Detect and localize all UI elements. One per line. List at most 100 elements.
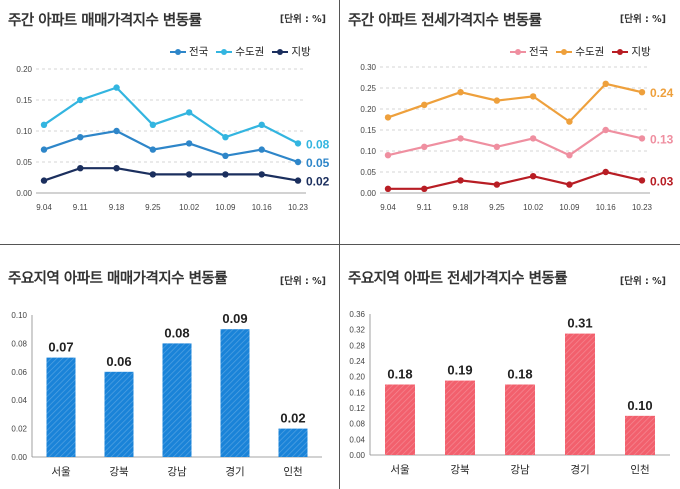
x-category-label: 강북: [109, 466, 129, 478]
chart-title: 주요지역 아파트 전세가격지수 변동률: [348, 271, 568, 287]
bar: [278, 428, 308, 457]
data-point: [40, 121, 48, 128]
x-tick-label: 9.11: [73, 203, 89, 212]
data-point: [77, 134, 84, 141]
data-point: [185, 140, 193, 147]
legend-label: 수도권: [575, 46, 605, 58]
data-point: [294, 140, 302, 147]
bar: [46, 357, 76, 457]
data-point: [457, 135, 464, 142]
end-value-label: 0.05: [306, 156, 330, 170]
y-tick-label: 0.20: [360, 105, 376, 114]
legend-item-capital-area: 수도권: [556, 44, 604, 59]
end-value-label: 0.03: [650, 174, 674, 188]
data-point: [529, 93, 537, 100]
bar-value-label: 0.08: [164, 325, 189, 340]
sale-region-bar-chart: 0.00 0.02 0.04 0.06 0.08 0.10 0.07 서울 0.06 강북 0.08…: [11, 311, 322, 478]
chart-title: 주간 아파트 전세가격지수 변동률: [348, 13, 542, 29]
y-tick-label: 0.05: [16, 158, 32, 167]
unit-label: [단위 : %]: [279, 276, 326, 287]
legend-label: 수도권: [235, 46, 265, 58]
bar-value-label: 0.06: [106, 354, 131, 369]
data-point: [457, 177, 464, 184]
x-category-label: 서울: [390, 464, 410, 476]
y-tick-label: 0.00: [11, 453, 27, 462]
bar-value-label: 0.09: [222, 311, 247, 326]
data-point: [638, 177, 646, 184]
bar-value-label: 0.07: [48, 340, 73, 355]
legend: 전국 수도권 지방: [510, 44, 651, 59]
end-value-label: 0.13: [650, 132, 674, 146]
bar: [104, 371, 134, 457]
x-tick-label: 10.09: [215, 203, 236, 212]
legend-swatch: [556, 47, 573, 57]
data-point: [77, 165, 84, 172]
y-tick-label: 0.28: [349, 341, 365, 350]
x-category-label: 강남: [167, 466, 187, 478]
y-tick-label: 0.15: [360, 126, 376, 135]
legend-item-regional: 지방: [272, 44, 311, 59]
y-tick-label: 0.36: [349, 310, 365, 319]
data-point: [421, 101, 428, 109]
data-point: [638, 135, 646, 142]
data-point: [602, 168, 609, 176]
data-point: [384, 114, 392, 121]
data-point: [222, 152, 229, 159]
unit-label: [단위 : %]: [279, 14, 326, 25]
data-point: [113, 127, 120, 135]
bar-value-label: 0.19: [447, 363, 472, 378]
y-tick-label: 0.32: [349, 326, 365, 335]
data-point: [566, 152, 573, 159]
legend-swatch: [612, 47, 629, 57]
legend-swatch: [170, 47, 186, 57]
y-tick-label: 0.08: [349, 420, 365, 429]
data-point: [149, 146, 157, 153]
y-tick-label: 0.24: [349, 357, 365, 366]
x-tick-label: 9.11: [417, 203, 433, 212]
data-point: [566, 181, 573, 188]
bar: [625, 415, 655, 455]
legend-item-nationwide: 전국: [170, 44, 208, 59]
bar-value-label: 0.18: [387, 367, 412, 382]
y-tick-label: 0.05: [360, 168, 376, 177]
y-tick-label: 0.08: [11, 339, 27, 348]
unit-label: [단위 : %]: [619, 276, 666, 287]
data-point: [529, 173, 537, 180]
jeonse-weekly-line-panel: 0.00 0.05 0.10 0.15 0.20 0.25 0.30 9.04 9.11 9.18…: [340, 0, 680, 244]
y-tick-label: 0.04: [11, 396, 27, 405]
data-point: [40, 146, 48, 153]
data-point: [294, 177, 302, 184]
legend-label: 지방: [631, 46, 651, 58]
bar: [565, 333, 595, 455]
data-point: [113, 84, 120, 91]
data-point: [529, 135, 537, 142]
unit-label: [단위 : %]: [619, 14, 666, 25]
data-point: [77, 96, 84, 104]
data-point: [40, 177, 48, 184]
end-value-label: 0.08: [306, 137, 330, 151]
x-tick-label: 10.23: [632, 203, 653, 212]
legend-label: 전국: [189, 46, 209, 58]
data-point: [185, 171, 193, 178]
x-tick-label: 9.18: [109, 203, 125, 212]
x-tick-label: 10.02: [179, 203, 200, 212]
data-point: [421, 185, 428, 192]
y-tick-label: 0.06: [11, 368, 27, 377]
x-tick-label: 9.04: [36, 203, 52, 212]
legend: 전국 수도권 지방: [170, 44, 311, 59]
chart-title: 주요지역 아파트 매매가격지수 변동률: [8, 271, 228, 287]
x-category-label: 강남: [510, 464, 530, 476]
horizontal-divider: [0, 244, 680, 245]
data-point: [602, 80, 609, 88]
end-value-label: 0.24: [650, 86, 674, 100]
y-tick-label: 0.10: [16, 127, 32, 136]
sale-region-bar-panel: 0.00 0.02 0.04 0.06 0.08 0.10 0.07 서울 0.06 강북 0.08…: [0, 245, 340, 489]
jeonse-region-bar-panel: 0.00 0.04 0.08 0.12 0.16 0.20 0.24 0.28 0.32 0.36…: [340, 245, 680, 489]
legend-swatch: [272, 47, 289, 57]
y-tick-label: 0.20: [16, 65, 32, 74]
y-tick-label: 0.04: [349, 435, 365, 444]
y-tick-label: 0.16: [349, 388, 365, 397]
series-line: [43, 86, 299, 145]
bar: [162, 343, 192, 457]
legend-item-capital-area: 수도권: [216, 44, 264, 59]
